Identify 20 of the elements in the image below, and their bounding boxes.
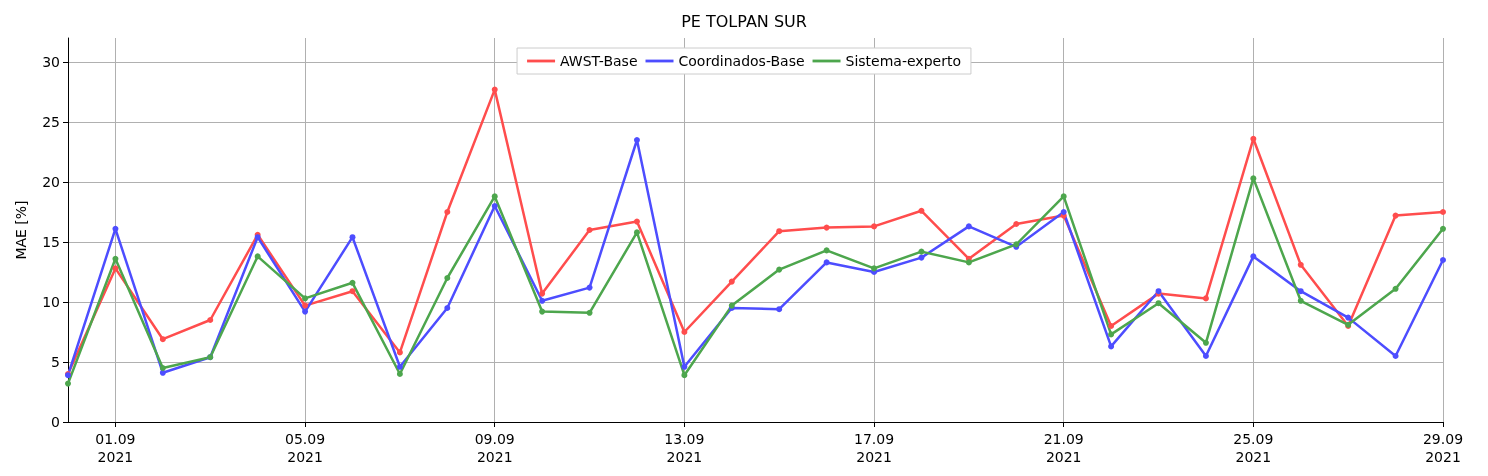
- y-tick-label: 5: [51, 354, 60, 370]
- y-tick-label: 0: [51, 414, 60, 430]
- x-tick-label: 29.09 2021: [1422, 431, 1464, 465]
- x-tick-label: 21.09 2021: [1043, 431, 1084, 465]
- y-tick-label: 15: [42, 234, 60, 250]
- x-tick-label: 05.09 2021: [285, 431, 326, 465]
- y-tick-label: 10: [42, 294, 60, 310]
- chart-title: PE TOLPAN SUR: [681, 11, 807, 31]
- x-tick-label: 01.09 2021: [95, 431, 136, 465]
- y-tick-label: 30: [42, 54, 60, 70]
- y-tick-label: 25: [42, 114, 60, 130]
- x-tick-label: 25.09 2021: [1233, 431, 1274, 465]
- legend-label: Sistema-experto: [845, 53, 961, 69]
- y-tick-label: 20: [42, 174, 60, 190]
- x-tick-label: 09.09 2021: [474, 431, 515, 465]
- legend-label: Coordinados-Base: [678, 53, 805, 69]
- x-tick-label: 17.09 2021: [853, 431, 895, 465]
- y-axis-title: MAE [%]: [13, 200, 29, 260]
- legend-label: AWST-Base: [560, 53, 638, 69]
- x-tick-label: 13.09 2021: [664, 431, 705, 465]
